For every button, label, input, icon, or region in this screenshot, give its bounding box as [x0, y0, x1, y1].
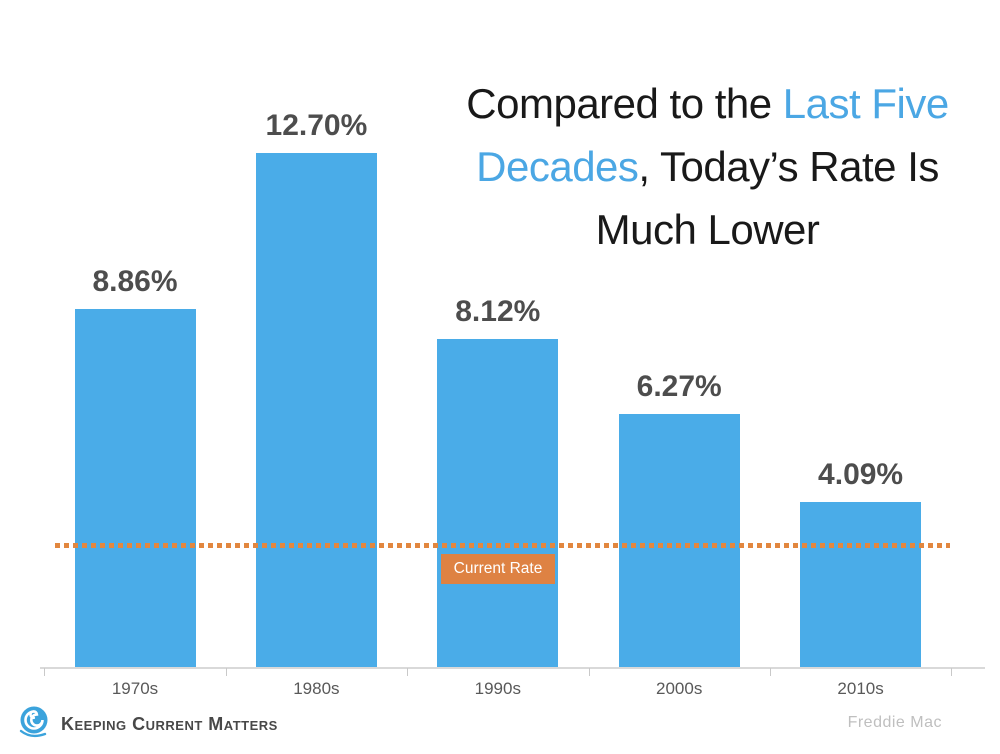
x-axis-tick: [44, 668, 46, 676]
x-tick-label-1970s: 1970s: [111, 679, 159, 698]
source-credit: Freddie Mac: [847, 714, 942, 731]
current-rate-label: Current Rate: [441, 554, 555, 584]
brand-name: Keeping Current Matters: [61, 713, 278, 734]
bar-1990s: [437, 338, 559, 668]
title-text: Much Lower: [595, 206, 820, 253]
current-rate-dotted-line: [55, 543, 950, 548]
bar-2010s: [800, 502, 922, 668]
bar-1980s: [255, 153, 377, 668]
x-tick-label-1990s: 1990s: [474, 679, 521, 698]
x-tick-label-2000s: 2000s: [656, 679, 703, 698]
chart-title: Compared to the Last Five Decades, Today…: [420, 72, 995, 261]
x-axis-tick: [225, 668, 227, 676]
bar-2000s: [618, 413, 740, 668]
title-line-2: Decades, Today’s Rate Is: [420, 135, 995, 198]
bar-value-2000s: 6.27%: [636, 369, 722, 403]
x-axis-tick: [407, 668, 409, 676]
title-line-1: Compared to the Last Five: [420, 72, 995, 135]
bar-value-1970s: 8.86%: [92, 264, 178, 298]
bar-1970s: [74, 308, 196, 668]
x-tick-label-1980s: 1980s: [293, 679, 340, 698]
x-axis-tick: [769, 668, 771, 676]
x-axis-tick: [588, 668, 590, 676]
brand-logo: Keeping Current Matters: [16, 703, 278, 741]
bar-value-2010s: 4.09%: [818, 458, 904, 492]
bar-value-1980s: 12.70%: [265, 109, 368, 142]
title-text: , Today’s Rate Is: [638, 143, 939, 190]
x-tick-label-2010s: 2010s: [837, 679, 884, 698]
title-highlight: Decades: [476, 143, 639, 190]
bar-value-1990s: 8.12%: [455, 294, 541, 328]
title-text: Compared to the: [466, 80, 783, 127]
x-axis-tick: [951, 668, 953, 676]
kcm-swirl-icon: [19, 706, 48, 738]
title-highlight: Last Five: [782, 80, 949, 127]
x-axis-line: [40, 667, 985, 669]
title-line-3: Much Lower: [420, 198, 995, 261]
